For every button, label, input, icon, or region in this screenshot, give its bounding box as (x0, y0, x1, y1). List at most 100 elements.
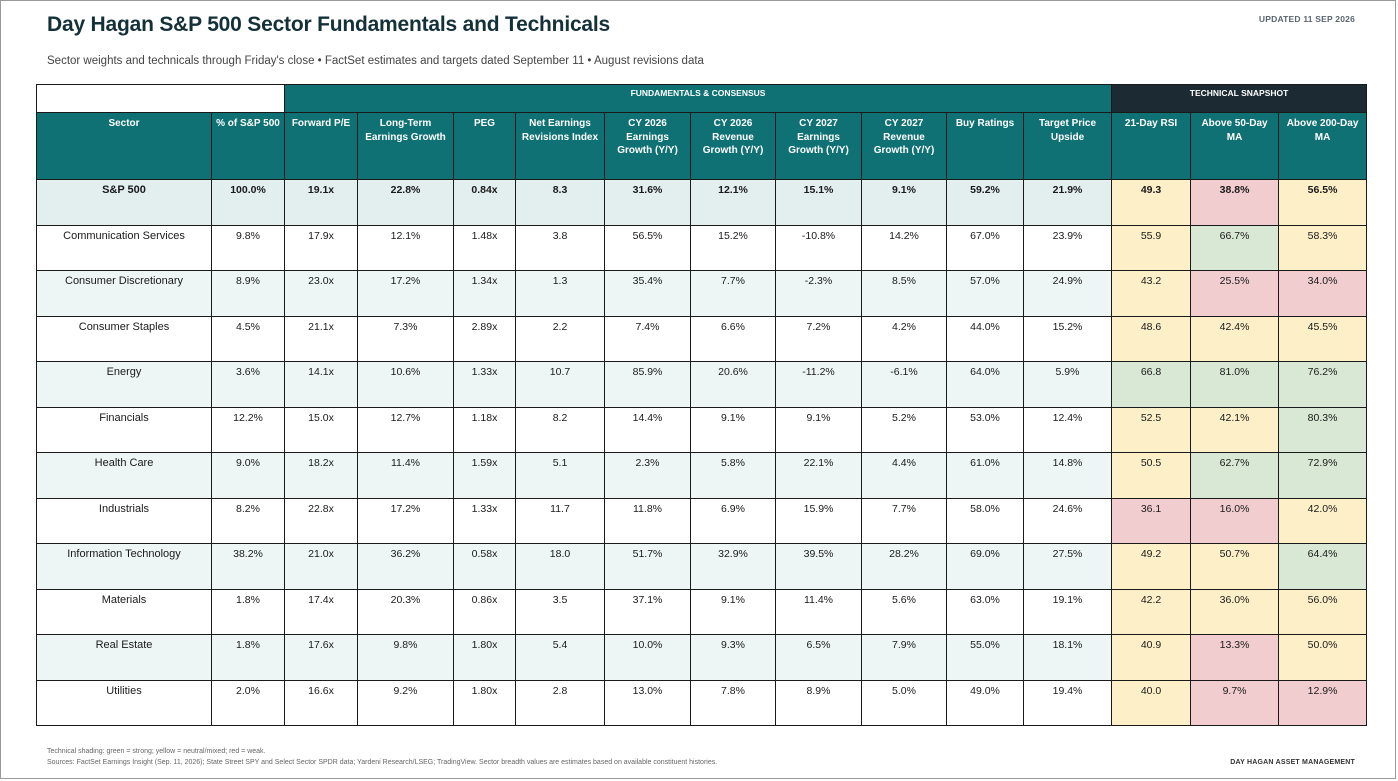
fundamental-cell: 8.3 (515, 179, 605, 226)
sector-name: S&P 500 (36, 179, 212, 226)
fundamental-cell: 5.9% (1022, 361, 1113, 408)
technical-cell: 50.0% (1278, 634, 1368, 681)
sources-note: Sources: FactSet Earnings Insight (Sep. … (47, 759, 718, 766)
technical-cell: 42.4% (1190, 315, 1280, 362)
table-row: Materials 1.8% 17.4x 20.3% 0.86x 3.5 37.1% 9.1%… (36, 588, 1368, 635)
column-header: 21-Day RSI (1111, 112, 1192, 180)
fundamental-cell: 11.8% (604, 497, 691, 544)
fundamental-cell: 0.86x (453, 588, 516, 635)
fundamental-cell: 9.1% (690, 588, 776, 635)
fundamental-cell: 1.8% (211, 588, 285, 635)
technical-cell: 64.4% (1278, 543, 1368, 590)
column-header: CY 2026 Earnings Growth (Y/Y) (604, 112, 691, 180)
fundamental-cell: 21.1x (284, 315, 358, 362)
fundamental-cell: 9.8% (211, 224, 285, 271)
column-header: Sector (36, 112, 212, 180)
fundamental-cell: 7.3% (357, 315, 454, 362)
fundamental-cell: -11.2% (775, 361, 862, 408)
technical-cell: 9.7% (1190, 679, 1280, 726)
fundamental-cell: 7.4% (604, 315, 691, 362)
fundamental-cell: 56.5% (604, 224, 691, 271)
fundamental-cell: 9.0% (211, 452, 285, 499)
fundamental-cell: 14.4% (604, 406, 691, 453)
page-title: Day Hagan S&P 500 Sector Fundamentals an… (47, 13, 611, 36)
fundamental-cell: 27.5% (1022, 543, 1113, 590)
sector-name: Utilities (36, 679, 212, 726)
fundamental-cell: 22.1% (775, 452, 862, 499)
fundamental-cell: 17.2% (357, 270, 454, 317)
fundamental-cell: 64.0% (946, 361, 1024, 408)
fundamental-cell: 2.0% (211, 679, 285, 726)
technical-cell: 50.7% (1190, 543, 1280, 590)
technical-cell: 66.8 (1111, 361, 1192, 408)
column-header: Buy Ratings (946, 112, 1024, 180)
fundamental-cell: 22.8% (357, 179, 454, 226)
fundamental-cell: 2.8 (515, 679, 605, 726)
fundamental-cell: 1.80x (453, 679, 516, 726)
column-header: % of S&P 500 (211, 112, 285, 180)
fundamental-cell: 5.0% (861, 679, 947, 726)
fundamental-cell: 7.7% (690, 270, 776, 317)
fundamental-cell: 53.0% (946, 406, 1024, 453)
fundamental-cell: 1.48x (453, 224, 516, 271)
column-header: Forward P/E (284, 112, 358, 180)
fundamental-cell: 24.9% (1022, 270, 1113, 317)
fundamental-cell: 1.59x (453, 452, 516, 499)
technical-cell: 72.9% (1278, 452, 1368, 499)
fundamental-cell: 15.2% (690, 224, 776, 271)
fundamental-cell: 61.0% (946, 452, 1024, 499)
column-header: CY 2027 Revenue Growth (Y/Y) (861, 112, 947, 180)
sector-name: Real Estate (36, 634, 212, 681)
fundamental-cell: 8.2 (515, 406, 605, 453)
fundamental-cell: 17.6x (284, 634, 358, 681)
sector-table: FUNDAMENTALS & CONSENSUS TECHNICAL SNAPS… (36, 84, 1368, 726)
fundamental-cell: 1.34x (453, 270, 516, 317)
sector-name: Materials (36, 588, 212, 635)
technical-cell: 56.0% (1278, 588, 1368, 635)
column-header: PEG (453, 112, 516, 180)
table-row: Health Care 9.0% 18.2x 11.4% 1.59x 5.1 2.3% 5.8… (36, 452, 1368, 499)
fundamental-cell: 15.0x (284, 406, 358, 453)
technical-cell: 81.0% (1190, 361, 1280, 408)
fundamental-cell: 7.7% (861, 497, 947, 544)
group-header-technical: TECHNICAL SNAPSHOT (1111, 84, 1368, 113)
fundamental-cell: 19.4% (1022, 679, 1113, 726)
fundamental-cell: 57.0% (946, 270, 1024, 317)
fundamental-cell: 38.2% (211, 543, 285, 590)
fundamental-cell: 17.9x (284, 224, 358, 271)
technical-cell: 42.0% (1278, 497, 1368, 544)
fundamental-cell: 7.9% (861, 634, 947, 681)
fundamental-cell: 2.89x (453, 315, 516, 362)
fundamental-cell: 0.58x (453, 543, 516, 590)
technical-cell: 42.1% (1190, 406, 1280, 453)
fundamental-cell: 18.2x (284, 452, 358, 499)
column-header: Above 200-Day MA (1278, 112, 1368, 180)
fundamental-cell: 19.1% (1022, 588, 1113, 635)
fundamental-cell: 39.5% (775, 543, 862, 590)
fundamental-cell: 11.7 (515, 497, 605, 544)
fundamental-cell: 7.8% (690, 679, 776, 726)
fundamental-cell: 23.9% (1022, 224, 1113, 271)
fundamental-cell: 11.4% (357, 452, 454, 499)
fundamental-cell: 24.6% (1022, 497, 1113, 544)
fundamental-cell: 10.7 (515, 361, 605, 408)
fundamental-cell: 20.3% (357, 588, 454, 635)
group-header-fundamentals: FUNDAMENTALS & CONSENSUS (283, 84, 1113, 113)
column-header: CY 2027 Earnings Growth (Y/Y) (775, 112, 862, 180)
fundamental-cell: 8.9% (775, 679, 862, 726)
sector-name: Communication Services (36, 224, 212, 271)
technical-cell: 42.2 (1111, 588, 1192, 635)
fundamental-cell: 23.0x (284, 270, 358, 317)
fundamental-cell: 14.1x (284, 361, 358, 408)
fundamental-cell: 9.1% (690, 406, 776, 453)
updated-date: UPDATED 11 SEP 2026 (1258, 14, 1355, 24)
table-row: Financials 12.2% 15.0x 12.7% 1.18x 8.2 14.4% 9.… (36, 406, 1368, 453)
group-header-blank (36, 84, 285, 113)
fundamental-cell: 1.33x (453, 497, 516, 544)
sector-name: Consumer Staples (36, 315, 212, 362)
fundamental-cell: 1.8% (211, 634, 285, 681)
fundamental-cell: 100.0% (211, 179, 285, 226)
fundamental-cell: 5.6% (861, 588, 947, 635)
fundamental-cell: 2.3% (604, 452, 691, 499)
fundamental-cell: -2.3% (775, 270, 862, 317)
